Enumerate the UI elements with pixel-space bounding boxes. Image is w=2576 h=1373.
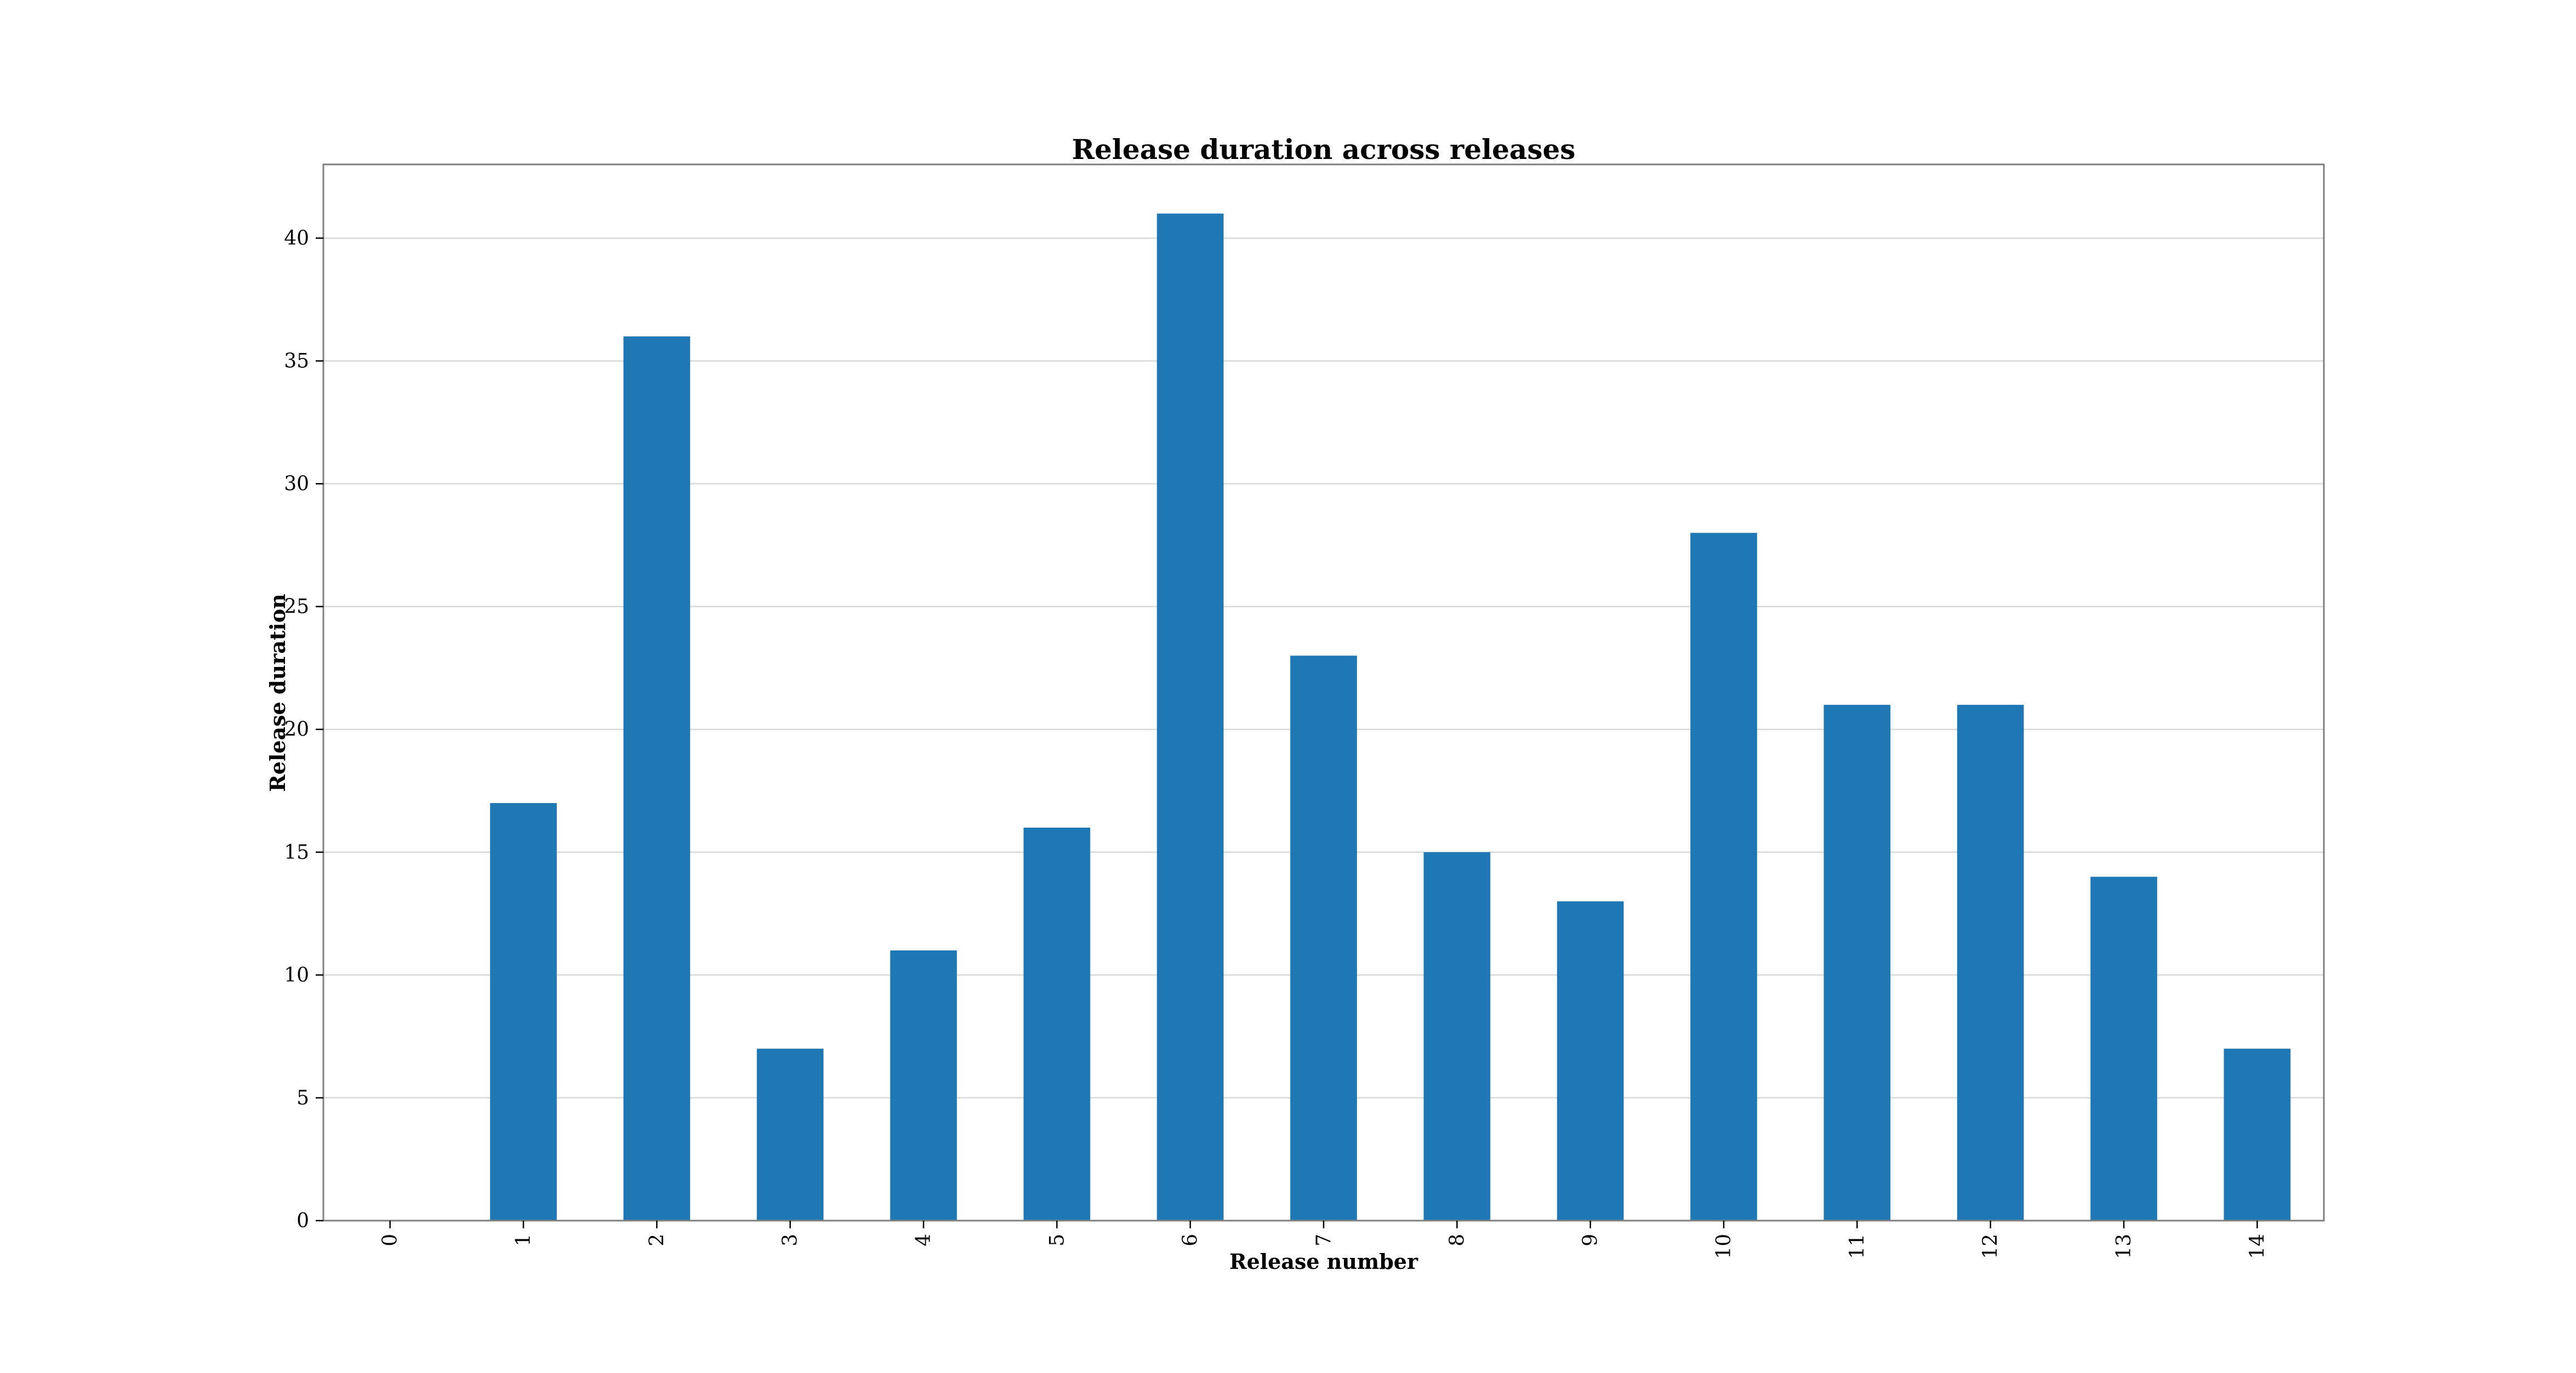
bar-release-6 (1156, 213, 1224, 1221)
bar-release-8 (1423, 852, 1491, 1221)
bar-release-2 (623, 336, 691, 1221)
x-tick-label-13: 13 (2113, 1234, 2135, 1259)
x-tick-label-6: 6 (1179, 1234, 1202, 1246)
bar-release-4 (890, 950, 957, 1221)
y-tick-label-35: 35 (284, 350, 309, 373)
x-tick-label-0: 0 (379, 1234, 402, 1246)
x-tick-label-2: 2 (646, 1234, 668, 1246)
y-axis-label: Release duration (265, 594, 290, 792)
y-tick-label-30: 30 (284, 473, 309, 495)
y-tick-label-40: 40 (284, 227, 309, 249)
bar-release-12 (1957, 704, 2024, 1221)
x-tick-label-12: 12 (1980, 1234, 2002, 1259)
bar-release-3 (756, 1049, 824, 1221)
y-tick-label-0: 0 (297, 1210, 309, 1232)
y-tick-label-10: 10 (284, 964, 309, 987)
y-axis-ticks: 0 5 10 15 20 25 30 35 40 (284, 227, 323, 1232)
bar-release-9 (1557, 901, 1624, 1221)
x-tick-label-10: 10 (1713, 1234, 1735, 1259)
bar-release-11 (1823, 704, 1891, 1221)
x-axis-label: Release number (1229, 1249, 1418, 1274)
x-tick-label-5: 5 (1046, 1234, 1068, 1246)
bar-release-5 (1023, 827, 1091, 1221)
y-tick-label-15: 15 (284, 841, 309, 864)
bar-release-7 (1290, 656, 1357, 1221)
bar-release-1 (490, 803, 557, 1221)
bars (490, 213, 2291, 1221)
x-tick-label-7: 7 (1313, 1234, 1335, 1246)
x-axis-ticks: 0 1 2 3 4 5 6 7 8 9 10 11 12 13 14 (379, 1221, 2269, 1259)
x-tick-label-11: 11 (1846, 1234, 1868, 1259)
y-tick-label-5: 5 (297, 1087, 309, 1109)
x-tick-label-3: 3 (779, 1234, 802, 1246)
x-tick-label-4: 4 (913, 1234, 935, 1246)
bar-release-13 (2090, 876, 2157, 1221)
x-tick-label-9: 9 (1580, 1234, 1602, 1246)
bar-release-10 (1690, 533, 1757, 1221)
chart-title: Release duration across releases (1072, 133, 1576, 166)
x-tick-label-14: 14 (2246, 1234, 2269, 1259)
x-tick-label-1: 1 (512, 1234, 535, 1246)
bar-release-14 (2224, 1049, 2291, 1221)
x-tick-label-8: 8 (1446, 1234, 1468, 1246)
y-tick-label-25: 25 (284, 596, 309, 618)
y-tick-label-20: 20 (284, 719, 309, 741)
